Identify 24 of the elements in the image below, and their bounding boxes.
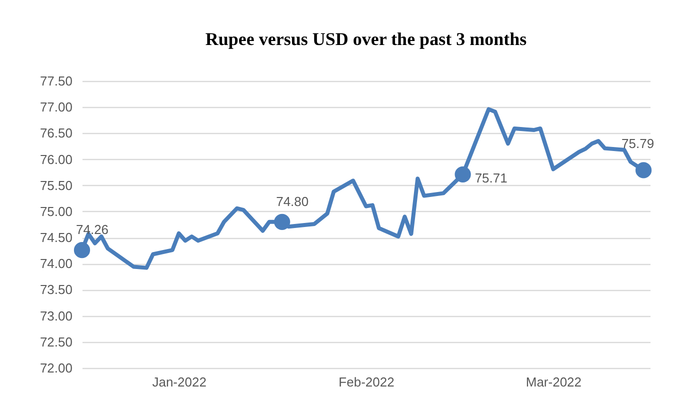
point: [274, 214, 290, 230]
point: [635, 162, 652, 178]
y-tick-label: 76.50: [40, 126, 72, 141]
chart-title: Rupee versus USD over the past 3 months: [205, 29, 527, 49]
x-tick-label: Jan-2022: [152, 374, 206, 390]
y-tick-label: 72.50: [40, 334, 72, 350]
data-label: 74.26: [76, 222, 109, 238]
data-label: 75.79: [622, 136, 654, 152]
point: [74, 242, 90, 258]
x-tick-label: Feb-2022: [338, 374, 394, 390]
data-label: 75.71: [474, 170, 508, 186]
y-tick-label: 77.00: [40, 100, 72, 115]
y-tick-label: 76.00: [40, 152, 72, 167]
y-tick-label: 74.00: [40, 256, 72, 272]
y-tick-label: 75.00: [40, 204, 72, 219]
y-tick-label: 77.50: [40, 74, 72, 88]
data-label: 74.80: [276, 194, 309, 209]
y-tick-label: 75.50: [40, 178, 72, 193]
x-tick-label: Mar-2022: [526, 374, 582, 390]
y-tick-label: 74.50: [40, 230, 72, 246]
y-tick-label: 73.00: [40, 308, 72, 324]
y-tick-label: 72.00: [40, 360, 72, 376]
point: [454, 166, 471, 182]
y-tick-label: 73.50: [40, 282, 72, 298]
